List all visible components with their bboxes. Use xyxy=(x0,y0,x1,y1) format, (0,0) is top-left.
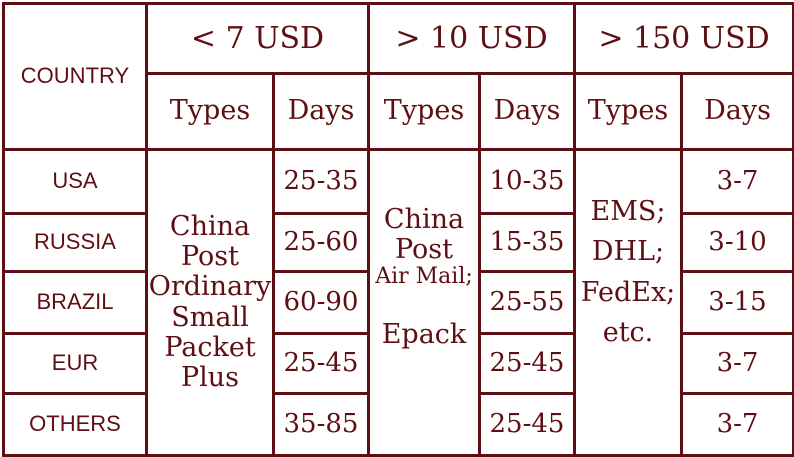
type-line: DHL; xyxy=(591,236,665,267)
days-cell: 25-35 xyxy=(272,148,370,215)
table-row: EUR 25-45 25-45 3-7 xyxy=(2,332,794,395)
table-row: USA China Post Ordinary Small Packet Plu… xyxy=(2,148,794,457)
types-header: Types xyxy=(145,72,275,151)
days-cell: 25-55 xyxy=(478,270,576,335)
country-cell: OTHERS xyxy=(2,392,148,457)
types-header: Types xyxy=(573,72,683,151)
country-cell: BRAZIL xyxy=(2,270,148,335)
country-cell: EUR xyxy=(2,332,148,395)
days-header: Days xyxy=(478,72,576,151)
days-cell: 35-85 xyxy=(272,392,370,457)
tier2-types: China Post Air Mail; Epack xyxy=(367,148,481,457)
tier1-types: China Post Ordinary Small Packet Plus xyxy=(145,148,275,457)
type-line: Epack xyxy=(381,318,467,350)
type-line: Post xyxy=(180,241,240,273)
days-cell: 15-35 xyxy=(478,212,576,273)
tier-header-over-10: > 10 USD xyxy=(367,2,576,75)
table-row: BRAZIL 60-90 25-55 3-15 xyxy=(2,270,794,335)
type-line: Air Mail; xyxy=(375,264,473,290)
type-line: EMS; xyxy=(590,195,666,227)
days-cell: 3-15 xyxy=(679,270,794,335)
days-cell: 3-7 xyxy=(679,392,794,457)
table-row: OTHERS 35-85 25-45 3-7 xyxy=(2,392,794,457)
type-line: etc. xyxy=(602,317,654,348)
days-cell: 10-35 xyxy=(478,148,576,215)
country-cell: RUSSIA xyxy=(2,212,148,273)
days-cell: 3-10 xyxy=(679,212,794,273)
type-line: Post xyxy=(394,234,454,266)
days-cell: 25-45 xyxy=(478,332,576,395)
table-row: RUSSIA 25-60 15-35 3-10 xyxy=(2,212,794,273)
days-header: Days xyxy=(272,72,370,151)
country-header: COUNTRY xyxy=(2,2,148,151)
type-line: Ordinary xyxy=(148,271,272,303)
days-cell: 25-60 xyxy=(272,212,370,273)
tier-header-over-150: > 150 USD xyxy=(572,2,794,75)
types-header: Types xyxy=(367,72,481,151)
type-line: FedEx; xyxy=(580,276,676,308)
type-line: China xyxy=(383,203,465,235)
type-line: Plus xyxy=(180,361,240,393)
type-line: Packet xyxy=(164,331,256,363)
days-cell: 60-90 xyxy=(272,270,370,335)
days-cell: 3-7 xyxy=(679,148,794,215)
days-cell: 3-7 xyxy=(679,332,794,395)
days-header: Days xyxy=(679,72,794,151)
type-line: Small xyxy=(171,301,249,333)
tier3-types: EMS; DHL; FedEx; etc. xyxy=(573,148,683,457)
tier-header-under-7: < 7 USD xyxy=(145,2,370,75)
days-cell: 25-45 xyxy=(272,332,370,395)
days-cell: 25-45 xyxy=(478,392,576,457)
country-cell: USA xyxy=(2,148,148,215)
type-line: China xyxy=(169,210,251,242)
